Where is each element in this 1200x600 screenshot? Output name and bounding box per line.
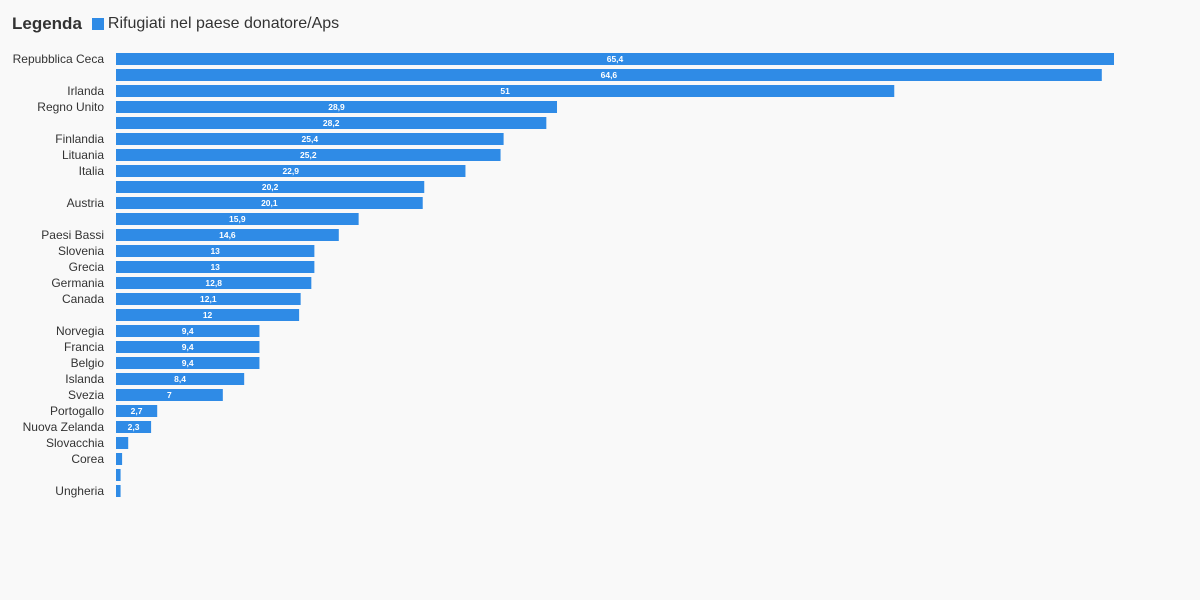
legend: Legenda Rifugiati nel paese donatore/Aps — [12, 12, 339, 36]
data-label-15: 12,1 — [200, 294, 217, 304]
category-label-19: Belgio — [71, 356, 105, 370]
category-label-2: Irlanda — [67, 84, 104, 98]
category-label-3: Regno Unito — [37, 100, 104, 114]
data-label-0: 65,4 — [607, 54, 624, 64]
bar-11 — [116, 229, 339, 241]
bar-4 — [116, 117, 547, 129]
data-label-19: 9,4 — [182, 358, 194, 368]
data-label-3: 28,9 — [328, 102, 345, 112]
data-label-13: 13 — [210, 262, 220, 272]
legend-title: Legenda — [12, 14, 82, 33]
category-label-14: Germania — [51, 276, 104, 290]
data-label-18: 9,4 — [182, 342, 194, 352]
legend-swatch — [91, 18, 104, 30]
bar-2 — [116, 85, 895, 97]
category-label-21: Svezia — [68, 388, 104, 402]
category-label-15: Canada — [62, 292, 104, 306]
bar-25 — [116, 453, 123, 465]
bar-27 — [116, 485, 121, 497]
bar-18 — [116, 341, 260, 353]
bar-1 — [116, 69, 1102, 81]
data-label-8: 20,2 — [262, 182, 279, 192]
data-label-14: 12,8 — [205, 278, 222, 288]
data-label-7: 22,9 — [282, 166, 299, 176]
data-label-1: 64,6 — [601, 70, 618, 80]
category-label-27: Ungheria — [55, 484, 104, 498]
bar-9 — [116, 197, 423, 209]
bar-17 — [116, 325, 260, 337]
data-label-5: 25,4 — [302, 134, 319, 144]
data-label-22: 2,7 — [131, 406, 143, 416]
category-label-25: Corea — [71, 452, 104, 466]
data-label-11: 14,6 — [219, 230, 236, 240]
bar-20 — [116, 373, 245, 385]
category-label-24: Slovacchia — [46, 436, 104, 450]
bar-14 — [116, 277, 312, 289]
bar-26 — [116, 469, 121, 481]
category-label-6: Lituania — [62, 148, 104, 162]
bar-13 — [116, 261, 315, 273]
bar-8 — [116, 181, 425, 193]
bar-12 — [116, 245, 315, 257]
category-label-13: Grecia — [69, 260, 105, 274]
bar-24 — [116, 437, 129, 449]
bar-6 — [116, 149, 501, 161]
category-label-23: Nuova Zelanda — [23, 420, 105, 434]
bar-19 — [116, 357, 260, 369]
bar-0 — [116, 53, 1115, 65]
category-label-7: Italia — [79, 164, 105, 178]
data-label-12: 13 — [210, 246, 220, 256]
data-label-17: 9,4 — [182, 326, 194, 336]
data-label-6: 25,2 — [300, 150, 317, 160]
bar-22 — [116, 405, 158, 417]
category-label-22: Portogallo — [50, 404, 104, 418]
data-label-4: 28,2 — [323, 118, 340, 128]
category-label-0: Repubblica Ceca — [13, 52, 105, 66]
bar-3 — [116, 101, 558, 113]
bar-7 — [116, 165, 466, 177]
data-label-20: 8,4 — [174, 374, 186, 384]
category-label-12: Slovenia — [58, 244, 104, 258]
bar-23 — [116, 421, 152, 433]
bar-16 — [116, 309, 300, 321]
legend-series-label: Rifugiati nel paese donatore/Aps — [107, 15, 340, 32]
data-label-9: 20,1 — [261, 198, 278, 208]
data-label-10: 15,9 — [229, 214, 246, 224]
category-label-5: Finlandia — [55, 132, 104, 146]
category-label-20: Islanda — [65, 372, 104, 386]
category-label-18: Francia — [64, 340, 104, 354]
data-label-2: 51 — [500, 86, 510, 96]
bar-15 — [116, 293, 301, 305]
category-label-17: Norvegia — [56, 324, 104, 338]
bar-21 — [116, 389, 223, 401]
bar-5 — [116, 133, 504, 145]
data-label-23: 2,3 — [128, 422, 140, 432]
category-label-11: Paesi Bassi — [41, 228, 104, 242]
data-label-21: 7 — [167, 390, 172, 400]
data-label-16: 12 — [203, 310, 213, 320]
bar-10 — [116, 213, 359, 225]
category-label-9: Austria — [67, 196, 105, 210]
